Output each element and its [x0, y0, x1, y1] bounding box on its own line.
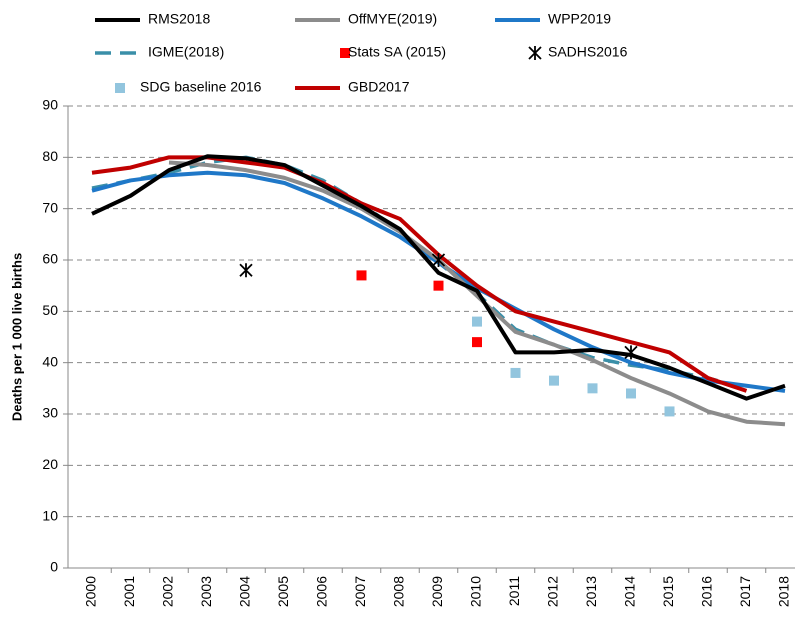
- legend-label: IGME(2018): [148, 44, 224, 60]
- data-point: [472, 337, 482, 348]
- data-point: [239, 263, 253, 278]
- legend-swatch: [340, 48, 350, 58]
- y-tick-label: 80: [42, 148, 58, 164]
- legend-label: RMS2018: [148, 11, 210, 27]
- legend-label: SDG baseline 2016: [140, 79, 262, 95]
- y-axis-title: Deaths per 1 000 live births: [9, 253, 24, 421]
- x-tick-label: 2003: [198, 576, 214, 607]
- y-tick-label: 10: [42, 507, 58, 523]
- x-tick-label: 2012: [545, 576, 561, 607]
- y-tick-label: 0: [50, 559, 58, 575]
- x-tick-label: 2018: [776, 576, 792, 607]
- y-tick-label: 90: [42, 97, 58, 113]
- data-point: [510, 367, 521, 378]
- x-tick-label: 2015: [660, 576, 676, 607]
- legend-label: GBD2017: [348, 79, 410, 95]
- y-tick-label: 70: [42, 199, 58, 215]
- x-tick-label: 2007: [352, 576, 368, 607]
- legend-label: WPP2019: [548, 11, 611, 27]
- y-tick-label: 50: [42, 302, 58, 318]
- y-tick-label: 40: [42, 353, 58, 369]
- x-tick-label: 2004: [237, 576, 253, 607]
- data-point: [587, 383, 598, 394]
- x-tick-label: 2017: [737, 576, 753, 607]
- legend-label: Stats SA (2015): [348, 44, 446, 60]
- y-tick-label: 30: [42, 405, 58, 421]
- data-point: [472, 316, 482, 327]
- x-tick-label: 2010: [468, 576, 484, 607]
- data-point: [433, 280, 444, 291]
- legend-swatch: [115, 83, 125, 93]
- series-line: [91, 155, 748, 393]
- legend-swatch: [528, 46, 542, 60]
- x-tick-label: 2008: [391, 576, 407, 607]
- x-tick-label: 2000: [83, 576, 99, 607]
- series-line: [168, 160, 786, 427]
- series-line: [91, 155, 747, 391]
- x-tick-label: 2009: [429, 576, 445, 607]
- legend-label: SADHS2016: [548, 44, 628, 60]
- data-point: [356, 270, 367, 281]
- x-tick-label: 2006: [314, 576, 330, 607]
- y-tick-label: 20: [42, 456, 58, 472]
- x-tick-label: 2014: [622, 576, 638, 607]
- data-point: [664, 406, 675, 417]
- data-point: [431, 253, 446, 267]
- x-tick-label: 2002: [160, 576, 176, 607]
- x-tick-label: 2016: [699, 576, 715, 607]
- y-tick-label: 60: [42, 251, 58, 267]
- legend-label: OffMYE(2019): [348, 11, 437, 27]
- series-line: [91, 154, 786, 401]
- x-tick-label: 2013: [583, 576, 599, 607]
- data-point: [624, 345, 638, 360]
- x-tick-label: 2011: [506, 576, 522, 606]
- x-tick-label: 2005: [275, 576, 291, 607]
- data-point: [626, 388, 636, 399]
- data-point: [549, 375, 559, 386]
- x-tick-label: 2001: [121, 576, 137, 607]
